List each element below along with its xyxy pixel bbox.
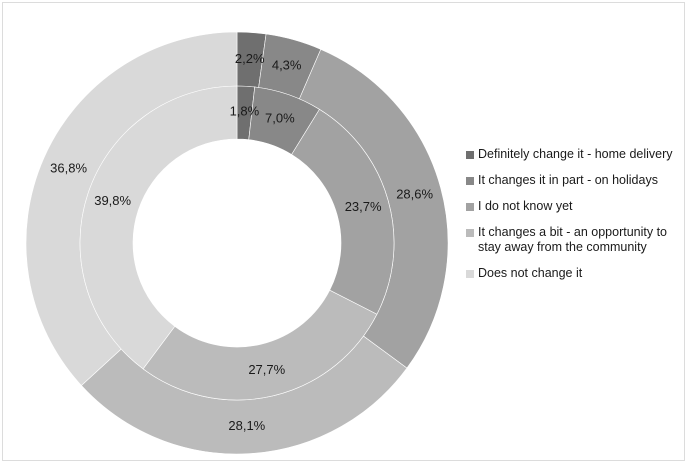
legend-label: I do not know yet [478, 199, 573, 213]
legend-swatch [466, 203, 474, 211]
legend-label: Does not change it [478, 266, 583, 280]
legend-label: It changes it in part - on holidays [478, 173, 658, 187]
legend-swatch [466, 151, 474, 159]
slice-inner-does-not-change [79, 85, 238, 370]
legend-item-on-holidays: It changes it in part - on holidays [466, 173, 682, 188]
data-label-outer-does-not-change: 36,8% [50, 160, 87, 175]
legend-item-do-not-know: I do not know yet [466, 199, 682, 214]
legend-label: Definitely change it - home delivery [478, 147, 673, 161]
legend-swatch [466, 229, 474, 237]
data-label-inner-stay-away: 27,7% [248, 362, 285, 377]
legend-swatch [466, 177, 474, 185]
data-label-outer-home-delivery: 2,2% [235, 51, 265, 66]
data-label-outer-stay-away: 28,1% [228, 418, 265, 433]
legend-label: It changes a bit - an opportunity to sta… [478, 225, 668, 254]
data-label-inner-do-not-know: 23,7% [345, 199, 382, 214]
data-label-inner-home-delivery: 1,8% [230, 104, 260, 119]
legend: Definitely change it - home delivery It … [466, 147, 682, 292]
data-label-inner-on-holidays: 7,0% [265, 111, 295, 126]
legend-item-does-not-change: Does not change it [466, 266, 682, 281]
data-label-outer-do-not-know: 28,6% [396, 186, 433, 201]
data-labels: 2,2% 4,3% 28,6% 28,1% 36,8% 1,8% 7,0% 23,7% 27,7… [50, 51, 433, 433]
legend-item-home-delivery: Definitely change it - home delivery [466, 147, 682, 162]
data-label-inner-does-not-change: 39,8% [94, 193, 131, 208]
data-label-outer-on-holidays: 4,3% [272, 57, 302, 72]
slice-inner-stay-away [142, 289, 378, 401]
legend-item-stay-away: It changes a bit - an opportunity to sta… [466, 225, 682, 255]
legend-swatch [466, 270, 474, 278]
